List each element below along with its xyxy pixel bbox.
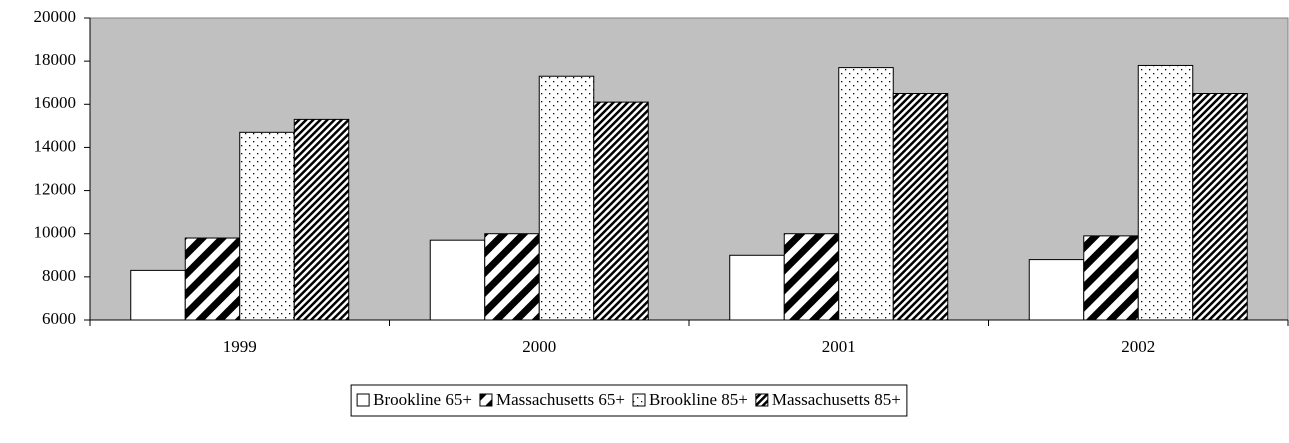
bar [1028, 259, 1085, 321]
x-tick-label: 2001 [822, 337, 856, 356]
legend-swatch [632, 393, 646, 407]
bar [892, 93, 949, 321]
legend-label: Brookline 65+ [373, 390, 472, 409]
legend-label: Brookline 85+ [649, 390, 748, 409]
bar [1192, 93, 1248, 321]
x-tick-label: 2002 [1121, 337, 1155, 356]
y-tick-label: 20000 [34, 7, 77, 26]
legend [350, 384, 908, 417]
legend-swatch [755, 393, 769, 407]
bar [239, 131, 295, 321]
y-tick-label: 6000 [42, 309, 76, 328]
legend-label: Massachusetts 85+ [772, 390, 901, 409]
y-tick-label: 10000 [34, 223, 77, 242]
bar [838, 67, 894, 321]
legend-swatch [479, 393, 493, 407]
bar [783, 233, 840, 321]
y-tick-label: 14000 [34, 136, 77, 155]
bar [429, 239, 486, 321]
bar [130, 269, 186, 321]
legend-label: Massachusetts 65+ [496, 390, 625, 409]
bar [538, 75, 595, 321]
bar [1137, 64, 1194, 321]
bar [293, 118, 350, 321]
y-tick-label: 8000 [42, 266, 76, 285]
bar [593, 101, 649, 321]
bar [484, 233, 540, 321]
y-tick-label: 16000 [34, 93, 77, 112]
y-tick-label: 18000 [34, 50, 77, 69]
bar [184, 237, 241, 321]
bar [729, 254, 785, 321]
x-tick-label: 1999 [223, 337, 257, 356]
legend-swatch [356, 393, 370, 407]
bar [1083, 235, 1139, 321]
x-tick-label: 2000 [522, 337, 556, 356]
y-tick-label: 12000 [34, 179, 77, 198]
